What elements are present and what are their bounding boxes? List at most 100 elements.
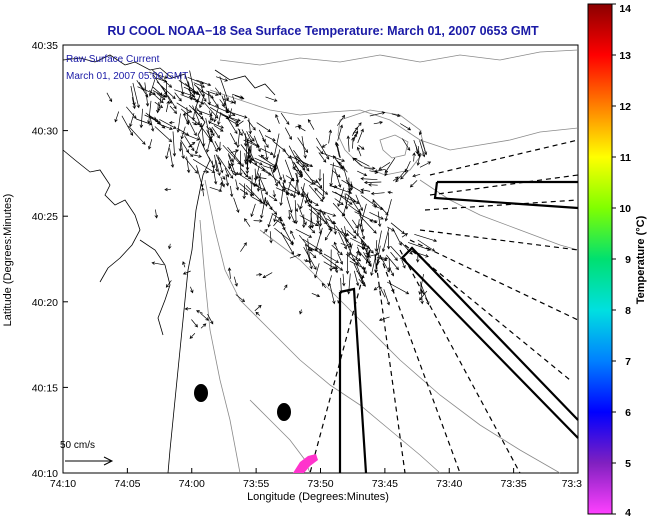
current-vector-arrow <box>400 241 413 255</box>
current-vector-arrow <box>206 129 218 153</box>
temperature-colorbar: 14 13 12 11 10 9 8 7 6 5 4 Temperature (°C) <box>587 3 647 519</box>
current-vector-arrow <box>286 196 293 214</box>
current-vector-arrow <box>217 112 222 126</box>
current-vector-arrow <box>263 170 272 176</box>
current-vector-arrow <box>274 227 294 244</box>
current-vector-arrow <box>284 159 295 182</box>
current-vector-arrow <box>308 205 313 229</box>
current-vector-arrow <box>419 290 428 301</box>
current-vector-arrow <box>256 272 263 277</box>
current-vector-arrow <box>132 82 140 109</box>
current-vector-arrow <box>200 82 206 98</box>
current-vector-arrow <box>401 259 406 269</box>
current-vector-arrow <box>222 175 226 181</box>
current-vector-arrow <box>345 251 350 275</box>
current-vector-arrow <box>369 170 379 174</box>
current-vector-arrow <box>320 209 333 232</box>
current-vector-arrow <box>168 120 175 125</box>
current-vector-arrow <box>303 258 309 263</box>
current-vector-arrow <box>205 139 211 153</box>
current-vector-arrow <box>128 125 146 145</box>
current-vector-arrow <box>231 149 237 167</box>
current-vector-arrow <box>209 127 215 137</box>
current-vector-arrow <box>182 110 193 116</box>
current-vector-arrow <box>407 242 431 251</box>
current-vector-arrow <box>359 209 365 233</box>
current-vector-arrow <box>297 137 309 153</box>
current-vector-arrow <box>306 194 311 203</box>
current-vector-arrow <box>368 183 378 187</box>
x-tick-label: 74:00 <box>179 478 205 490</box>
current-vector-arrow <box>246 158 266 171</box>
current-vector-arrow <box>328 225 350 236</box>
current-vector-arrow <box>209 186 223 193</box>
colorbar-tick-label: 14 <box>619 3 631 15</box>
current-vector-arrow <box>172 131 177 157</box>
current-vector-arrow <box>345 193 360 205</box>
current-vector-arrow <box>214 154 219 173</box>
current-vector-arrow <box>253 135 261 153</box>
current-vector-arrow <box>302 214 306 229</box>
current-vector-arrow <box>183 86 196 93</box>
colorbar-label: Temperature (°C) <box>635 215 647 304</box>
current-vector-arrow <box>208 110 214 122</box>
current-vector-arrow <box>342 273 346 287</box>
current-vector-arrow <box>419 140 426 158</box>
current-vector-arrow <box>300 183 305 197</box>
current-vector-arrow <box>213 125 224 132</box>
x-tick-label: 73:40 <box>436 478 462 490</box>
current-vector-arrow <box>372 199 376 209</box>
current-vector-arrow <box>241 129 249 142</box>
current-vector-arrow <box>307 226 316 234</box>
current-vector-arrow <box>369 219 378 223</box>
current-vector-arrow <box>258 179 266 206</box>
current-vector-arrow <box>325 218 337 225</box>
scale-label: 50 cm/s <box>60 440 95 451</box>
current-vector-arrow <box>359 215 377 234</box>
current-vector-arrow <box>191 319 198 328</box>
current-vector-arrow <box>152 86 163 96</box>
current-vector-arrow <box>229 185 234 198</box>
current-vector-arrow <box>245 156 250 175</box>
current-vector-arrow <box>321 173 326 201</box>
current-vector-arrow <box>154 209 159 219</box>
current-vector-arrow <box>245 184 262 203</box>
x-tick-label: 74:05 <box>114 478 140 490</box>
current-vector-arrow <box>275 162 283 181</box>
current-vector-arrow <box>147 139 153 150</box>
current-vector-arrow <box>282 174 287 184</box>
current-vector-arrow <box>179 73 185 96</box>
current-vector-arrow <box>351 219 359 229</box>
current-vector-arrow <box>167 95 177 110</box>
current-vector-arrow <box>174 89 196 98</box>
current-vector-arrow <box>314 227 323 252</box>
current-vector-arrow <box>420 139 428 156</box>
x-axis-ticks: 74:10 74:05 74:00 73:55 73:50 73:45 73:40 73:35… <box>50 468 582 490</box>
current-vector-arrow <box>121 115 134 136</box>
current-vector-arrow <box>357 246 362 257</box>
current-vector-arrow <box>292 177 298 199</box>
current-vector-arrow <box>314 187 324 197</box>
current-vector-arrow <box>353 130 359 139</box>
current-vector-arrow <box>363 180 382 185</box>
current-vector-arrow <box>139 108 144 129</box>
colorbar-tick-label: 5 <box>625 458 631 470</box>
current-vector-arrow <box>213 106 219 123</box>
current-vector-arrow <box>401 233 409 238</box>
y-axis-label: Latitude (Degrees:Minutes) <box>2 194 14 327</box>
current-vector-arrow <box>334 141 340 158</box>
current-vector-arrow <box>290 213 296 224</box>
current-vector-arrow <box>219 99 226 107</box>
current-vector-arrow <box>273 213 278 223</box>
current-vector-arrow <box>257 173 268 196</box>
current-vector-arrow <box>209 122 224 129</box>
current-vector-arrow <box>344 216 357 234</box>
current-vector-arrow <box>304 244 323 255</box>
current-vector-arrow <box>275 114 280 124</box>
x-tick-label: 73:3 <box>562 478 583 490</box>
current-vector-arrow <box>352 157 363 167</box>
y-tick-label: 40:10 <box>32 468 58 480</box>
current-vector-arrow <box>178 141 183 152</box>
current-vector-arrow <box>149 89 164 104</box>
current-vector-arrow <box>337 187 345 208</box>
